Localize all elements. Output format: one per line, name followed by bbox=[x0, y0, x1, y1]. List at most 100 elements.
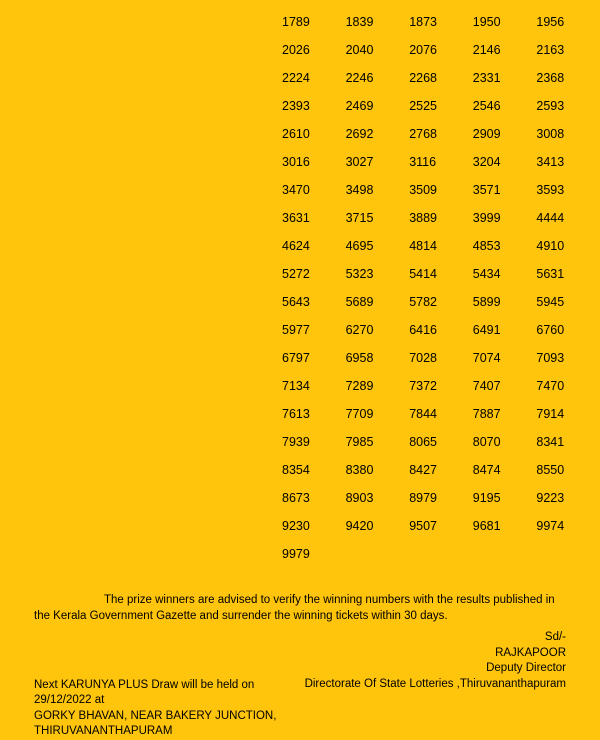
table-row: 9979 bbox=[282, 540, 600, 568]
lottery-number-cell: 2909 bbox=[473, 120, 537, 148]
lottery-numbers-section: 1789183918731950195620262040207621462163… bbox=[0, 0, 600, 568]
lottery-number-cell: 3999 bbox=[473, 204, 537, 232]
lottery-number-cell: 2593 bbox=[536, 92, 600, 120]
lottery-number-cell: 2331 bbox=[473, 64, 537, 92]
lottery-number-cell: 7074 bbox=[473, 344, 537, 372]
notice-text: The prize winners are advised to verify … bbox=[34, 592, 566, 624]
lottery-number-cell: 8427 bbox=[409, 456, 473, 484]
lottery-number-cell: 9681 bbox=[473, 512, 537, 540]
lottery-number-cell: 8380 bbox=[346, 456, 410, 484]
lottery-number-cell: 3008 bbox=[536, 120, 600, 148]
lottery-number-cell: 5323 bbox=[346, 260, 410, 288]
lottery-number-cell: 5434 bbox=[473, 260, 537, 288]
lottery-number-cell: 2546 bbox=[473, 92, 537, 120]
lottery-number-cell: 4910 bbox=[536, 232, 600, 260]
next-draw-info: Next KARUNYA PLUS Draw will be held on 2… bbox=[34, 678, 305, 740]
table-row: 76137709784478877914 bbox=[282, 400, 600, 428]
lottery-number-cell: 2610 bbox=[282, 120, 346, 148]
lottery-number-cell: 8070 bbox=[473, 428, 537, 456]
directorate-text: Directorate Of State Lotteries ,Thiruvan… bbox=[305, 678, 566, 740]
lottery-number-cell: 1789 bbox=[282, 8, 346, 36]
lottery-number-cell: 7887 bbox=[473, 400, 537, 428]
lottery-number-cell: 7372 bbox=[409, 372, 473, 400]
lottery-number-cell bbox=[536, 540, 600, 568]
lottery-number-cell: 8979 bbox=[409, 484, 473, 512]
lottery-number-cell bbox=[473, 540, 537, 568]
lottery-number-cell: 3470 bbox=[282, 176, 346, 204]
table-row: 59776270641664916760 bbox=[282, 316, 600, 344]
lottery-number-cell: 2469 bbox=[346, 92, 410, 120]
lottery-number-cell: 1839 bbox=[346, 8, 410, 36]
lottery-number-cell: 9507 bbox=[409, 512, 473, 540]
lottery-number-cell: 3889 bbox=[409, 204, 473, 232]
lottery-number-cell: 5782 bbox=[409, 288, 473, 316]
lottery-number-cell bbox=[409, 540, 473, 568]
signature-title: Deputy Director bbox=[0, 661, 566, 677]
lottery-number-cell: 2692 bbox=[346, 120, 410, 148]
lottery-number-cell: 4444 bbox=[536, 204, 600, 232]
table-row: 56435689578258995945 bbox=[282, 288, 600, 316]
table-row: 26102692276829093008 bbox=[282, 120, 600, 148]
table-row: 83548380842784748550 bbox=[282, 456, 600, 484]
lottery-number-cell: 7939 bbox=[282, 428, 346, 456]
bottom-row: Next KARUNYA PLUS Draw will be held on 2… bbox=[0, 678, 600, 740]
lottery-number-cell: 4814 bbox=[409, 232, 473, 260]
lottery-number-cell: 6958 bbox=[346, 344, 410, 372]
table-row: 71347289737274077470 bbox=[282, 372, 600, 400]
lottery-number-cell: 6760 bbox=[536, 316, 600, 344]
next-draw-line1: Next KARUNYA PLUS Draw will be held on 2… bbox=[34, 678, 305, 709]
lottery-number-cell: 9420 bbox=[346, 512, 410, 540]
lottery-number-cell: 1950 bbox=[473, 8, 537, 36]
lottery-number-cell: 9979 bbox=[282, 540, 346, 568]
lottery-number-cell: 9223 bbox=[536, 484, 600, 512]
lottery-number-cell: 7093 bbox=[536, 344, 600, 372]
lottery-number-cell: 3204 bbox=[473, 148, 537, 176]
lottery-number-cell: 4624 bbox=[282, 232, 346, 260]
lottery-number-cell: 3631 bbox=[282, 204, 346, 232]
lottery-number-cell: 5899 bbox=[473, 288, 537, 316]
lottery-number-cell: 9195 bbox=[473, 484, 537, 512]
table-row: 22242246226823312368 bbox=[282, 64, 600, 92]
lottery-number-cell: 8341 bbox=[536, 428, 600, 456]
lottery-number-cell: 3593 bbox=[536, 176, 600, 204]
table-row: 36313715388939994444 bbox=[282, 204, 600, 232]
next-draw-line3: THIRUVANANTHAPURAM bbox=[34, 724, 305, 740]
lottery-number-cell: 5643 bbox=[282, 288, 346, 316]
lottery-number-cell: 5977 bbox=[282, 316, 346, 344]
lottery-number-cell: 3571 bbox=[473, 176, 537, 204]
lottery-number-cell: 6797 bbox=[282, 344, 346, 372]
table-row: 52725323541454345631 bbox=[282, 260, 600, 288]
lottery-number-cell: 1873 bbox=[409, 8, 473, 36]
lottery-number-cell: 8354 bbox=[282, 456, 346, 484]
signature-block: Sd/- RAJKAPOOR Deputy Director bbox=[0, 630, 600, 677]
lottery-number-cell: 3498 bbox=[346, 176, 410, 204]
lottery-number-cell: 3116 bbox=[409, 148, 473, 176]
lottery-number-cell: 5945 bbox=[536, 288, 600, 316]
lottery-number-cell: 2768 bbox=[409, 120, 473, 148]
lottery-number-cell: 2026 bbox=[282, 36, 346, 64]
lottery-number-cell: 8673 bbox=[282, 484, 346, 512]
lottery-number-cell: 9230 bbox=[282, 512, 346, 540]
lottery-number-cell: 3509 bbox=[409, 176, 473, 204]
table-row: 92309420950796819974 bbox=[282, 512, 600, 540]
lottery-number-cell: 2368 bbox=[536, 64, 600, 92]
lottery-number-cell: 3016 bbox=[282, 148, 346, 176]
lottery-number-cell: 3715 bbox=[346, 204, 410, 232]
lottery-number-cell: 7709 bbox=[346, 400, 410, 428]
lottery-number-cell: 8474 bbox=[473, 456, 537, 484]
lottery-number-cell: 7914 bbox=[536, 400, 600, 428]
lottery-number-cell: 2246 bbox=[346, 64, 410, 92]
lottery-number-cell: 7289 bbox=[346, 372, 410, 400]
table-row: 67976958702870747093 bbox=[282, 344, 600, 372]
lottery-number-cell: 2146 bbox=[473, 36, 537, 64]
table-row: 17891839187319501956 bbox=[282, 8, 600, 36]
table-row: 79397985806580708341 bbox=[282, 428, 600, 456]
lottery-number-cell: 8065 bbox=[409, 428, 473, 456]
table-row: 46244695481448534910 bbox=[282, 232, 600, 260]
lottery-number-cell: 5272 bbox=[282, 260, 346, 288]
lottery-number-cell bbox=[346, 540, 410, 568]
lottery-number-cell: 3413 bbox=[536, 148, 600, 176]
lottery-number-cell: 5414 bbox=[409, 260, 473, 288]
lottery-number-cell: 2393 bbox=[282, 92, 346, 120]
lottery-number-cell: 1956 bbox=[536, 8, 600, 36]
